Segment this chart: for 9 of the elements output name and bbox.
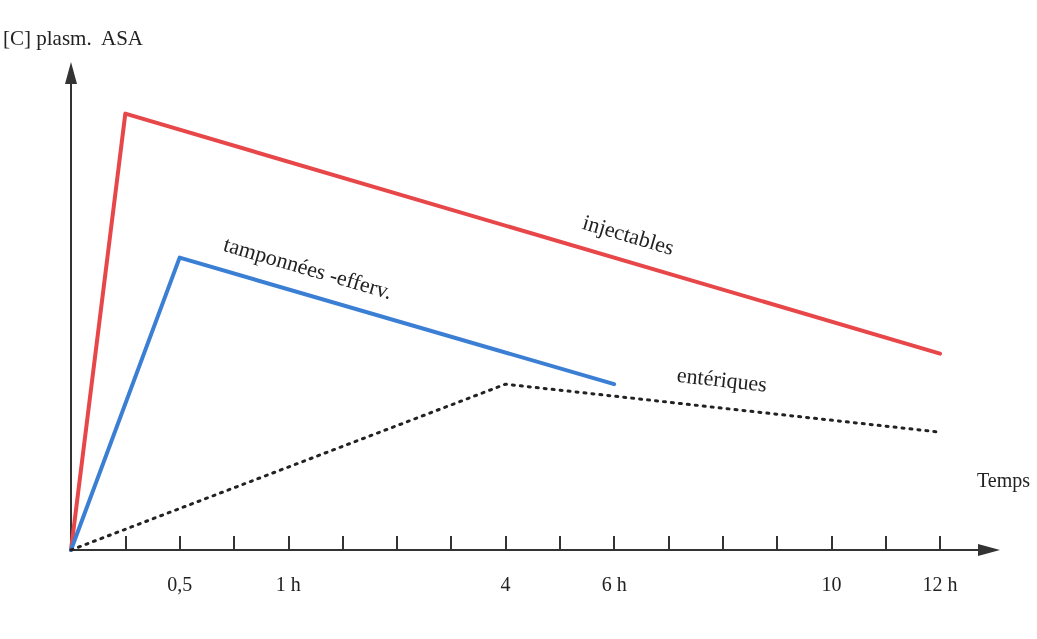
x-tick-label: 6 h xyxy=(601,573,627,595)
x-tick-label: 1 h xyxy=(275,573,301,595)
x-tick-label: 4 xyxy=(500,573,511,595)
x-tick-label: 10 xyxy=(821,573,842,595)
x-tick-label: 0,5 xyxy=(167,573,193,595)
y-axis-title: [C] plasm. ASA xyxy=(3,25,144,50)
text: entériques xyxy=(675,361,769,397)
x-tick-label: 12 h xyxy=(922,573,958,595)
x-axis-title: Temps xyxy=(976,469,1031,492)
